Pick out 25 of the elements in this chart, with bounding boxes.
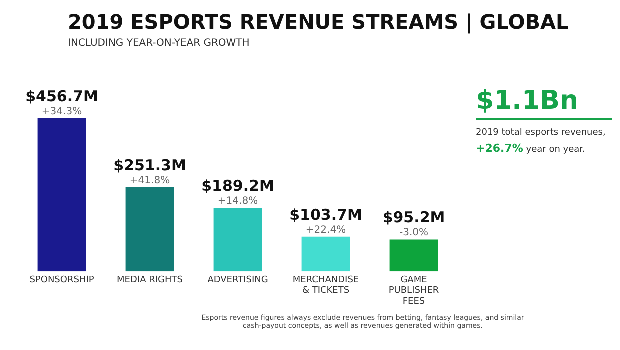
text: $1.1Bn <box>476 86 612 120</box>
annotation: -3.0% <box>399 228 429 239</box>
bar <box>390 240 438 272</box>
x-tick-label: GAME PUBLISHER FEES <box>388 275 440 307</box>
text: 2019 total esports revenues, <box>476 127 607 140</box>
x-tick-label: ADVERTISING <box>208 275 268 286</box>
annotation: +14.8% <box>218 196 258 208</box>
bar <box>214 208 262 272</box>
chart-title: 2019 ESPORTS REVENUE STREAMS | GLOBAL <box>68 10 569 34</box>
chart-subtitle: INCLUDING YEAR-ON-YEAR GROWTH <box>68 38 250 49</box>
annotation: +34.3% <box>42 106 82 118</box>
data-label: $103.7M <box>290 206 362 224</box>
bar <box>126 187 174 272</box>
annotation: +22.4% <box>306 224 346 236</box>
bar <box>38 118 86 272</box>
data-label: $456.7M <box>26 88 98 106</box>
annotation: +41.8% <box>130 175 170 186</box>
data-label: $95.2M <box>382 208 446 227</box>
data-label: $251.3M <box>114 156 186 174</box>
data-label: $189.2M <box>202 177 274 196</box>
x-tick-label: MERCHANDISE & TICKETS <box>292 275 360 296</box>
x-tick-label: MEDIA RIGHTS <box>117 275 184 286</box>
x-tick-label: SPONSORSHIP <box>30 275 95 286</box>
bar <box>302 236 350 272</box>
text: +26.7% year on year. <box>476 141 586 157</box>
